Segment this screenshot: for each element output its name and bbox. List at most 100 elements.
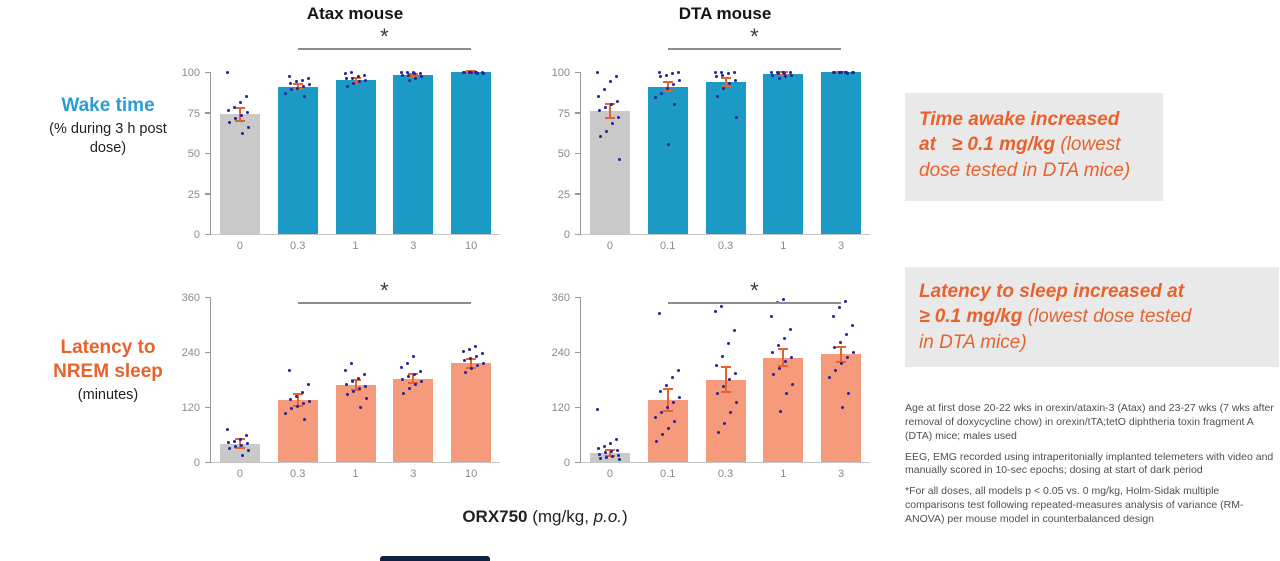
data-point [301, 390, 305, 394]
data-point [661, 433, 665, 436]
y-tick-mark [575, 461, 581, 463]
data-point [782, 336, 786, 340]
data-point [672, 401, 676, 405]
data-point [667, 143, 671, 147]
data-point [226, 428, 230, 432]
data-point [359, 405, 362, 409]
data-point [288, 75, 292, 79]
data-point [469, 70, 473, 74]
significance-bracket [667, 48, 842, 50]
x-tick-label: 0.3 [290, 468, 306, 480]
y-tick-label: 100 [551, 67, 570, 79]
error-bar-cap [662, 410, 673, 413]
data-point [296, 86, 300, 90]
data-point [350, 361, 353, 365]
row-label-latency-nrem: Latency to NREM sleep (minutes) [24, 336, 192, 404]
y-tick-label: 0 [193, 457, 200, 469]
error-bar [296, 394, 299, 407]
y-tick-mark [205, 193, 211, 195]
data-point [288, 368, 292, 372]
bar-latency-atax-dose-10 [451, 363, 492, 462]
data-point [617, 115, 621, 119]
data-point [598, 109, 602, 113]
data-point [365, 397, 368, 401]
error-bar-cap [604, 117, 615, 120]
data-point [733, 328, 736, 332]
data-point [344, 72, 347, 76]
data-point [655, 439, 659, 443]
data-point [616, 448, 620, 452]
data-point [295, 80, 299, 84]
data-point [665, 73, 669, 77]
significance-star: * [750, 278, 759, 303]
data-point [351, 76, 354, 80]
data-point [603, 444, 607, 448]
data-point [617, 454, 621, 458]
data-point [831, 314, 835, 318]
data-point [658, 70, 662, 74]
data-point [234, 117, 238, 121]
x-tick-label: 0 [236, 240, 243, 252]
data-point [667, 426, 671, 430]
y-tick-label: 75 [557, 107, 570, 120]
error-bar-cap [234, 447, 245, 450]
error-bar-cap [662, 388, 673, 391]
y-tick-label: 120 [551, 402, 570, 414]
data-point [604, 106, 608, 110]
data-point [781, 297, 785, 301]
data-point [715, 364, 718, 368]
data-point [357, 75, 360, 79]
data-point [401, 391, 405, 395]
error-bar-cap [720, 84, 731, 87]
x-tick-label: 0 [606, 468, 613, 480]
data-point [729, 411, 732, 414]
column-title-dta-mouse: DTA mouse [678, 4, 772, 23]
data-point [716, 94, 719, 98]
data-point [659, 75, 663, 79]
data-point [406, 375, 410, 379]
y-tick-mark [575, 296, 581, 298]
error-bar-cap [350, 379, 361, 382]
data-point [233, 439, 237, 443]
data-point [399, 70, 403, 74]
data-point [357, 377, 360, 381]
data-point [302, 85, 306, 89]
data-point [597, 446, 601, 450]
error-bar [666, 81, 669, 92]
data-point [618, 458, 622, 462]
error-bar [238, 439, 241, 449]
error-bar-cap [720, 76, 731, 79]
shared-x-axis-title: ORX750 (mg/kg, p.o.) [380, 507, 710, 527]
data-point [735, 115, 738, 119]
data-point [783, 360, 787, 364]
data-point [615, 75, 619, 79]
data-point [778, 410, 782, 414]
chart-wake-dta: 0 25 50 75 100 0 0.1 0.3 1 3 * [542, 24, 870, 258]
bar-latency-atax-dose-3 [393, 378, 434, 462]
data-point [840, 405, 844, 409]
data-point [851, 70, 855, 74]
data-point [776, 72, 780, 76]
data-point [467, 347, 471, 351]
data-point [720, 304, 723, 308]
data-point [832, 346, 836, 350]
data-point [352, 389, 355, 393]
data-point [654, 96, 658, 100]
bar-latency-dta-dose-1 [763, 357, 804, 462]
error-bar-cap [292, 83, 303, 86]
data-point [462, 359, 466, 363]
data-point [227, 109, 231, 113]
error-bar-cap [604, 454, 615, 457]
y-tick-label: 25 [187, 188, 200, 201]
data-point [419, 380, 423, 384]
latency-units: (minutes) [77, 386, 139, 403]
callout-wake-regular: (lowest dose tested in DTA mice) [919, 134, 1131, 181]
plot-latency-atax: 0 0.3 1 3 10 * [205, 278, 500, 480]
error-bar-cap [408, 75, 419, 78]
wake-time-label: Wake time [61, 95, 155, 116]
significance-bracket [297, 302, 472, 304]
data-point [284, 91, 288, 95]
data-point [246, 111, 250, 114]
data-point [308, 83, 312, 87]
bar-wake-dta-dose-0 [589, 110, 630, 234]
